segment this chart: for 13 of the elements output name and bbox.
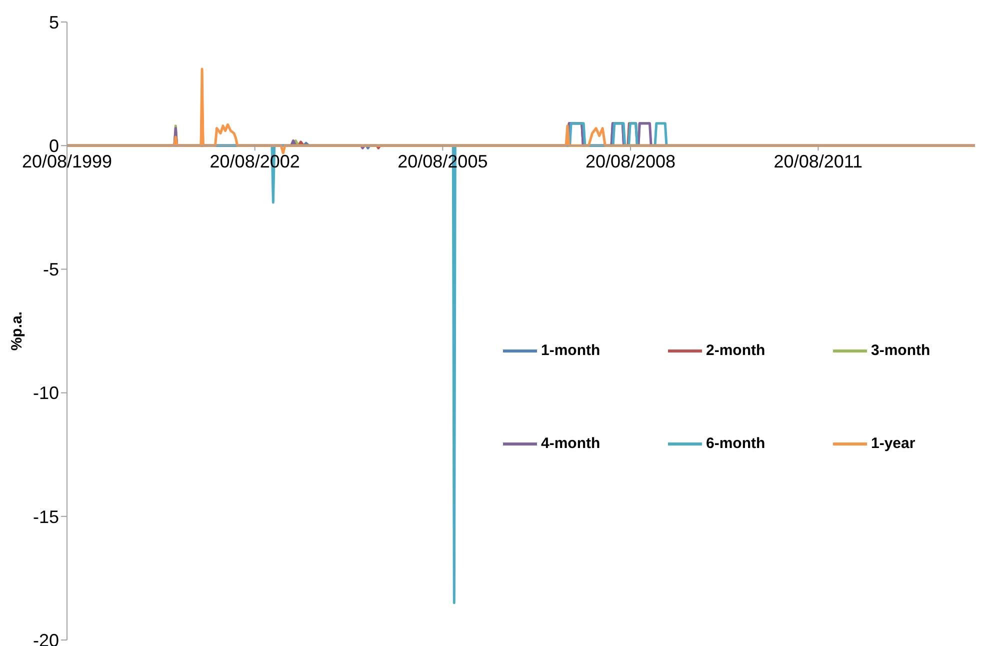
x-tick-label: 20/08/2008 <box>585 152 676 172</box>
legend-label: 3-month <box>871 342 930 359</box>
legend-label: 1-month <box>541 342 600 359</box>
y-tick-label: 5 <box>48 12 59 32</box>
y-tick-label: -10 <box>32 383 59 404</box>
x-tick-label: 20/08/2011 <box>774 152 863 172</box>
y-axis-title: %p.a. <box>8 311 26 351</box>
legend-label: 4-month <box>541 435 600 452</box>
legend-label: 6-month <box>706 435 766 452</box>
y-tick-label: -15 <box>32 506 59 527</box>
y-tick-label: -5 <box>42 260 59 280</box>
legend-label: 1-year <box>871 435 916 452</box>
legend-label: 2-month <box>706 342 766 359</box>
